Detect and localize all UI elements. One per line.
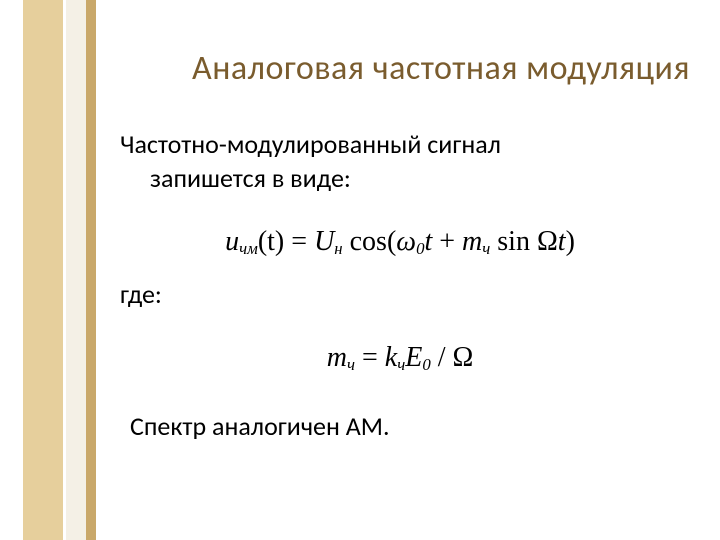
f2-m: m <box>327 342 347 373</box>
f1-plus: + <box>432 226 462 257</box>
f1-sub-chm: чм <box>239 239 258 258</box>
f1-m: m <box>462 226 482 257</box>
formula-2: mч = kчE0 / Ω <box>120 340 680 376</box>
f1-cos: cos( <box>343 226 397 257</box>
f1-targ: (t) <box>258 226 284 257</box>
f2-Omega: Ω <box>452 342 473 373</box>
side-stripes <box>0 0 100 540</box>
f1-omega: ω <box>396 226 416 257</box>
f1-Omega: Ω <box>537 226 558 257</box>
slide-body: Частотно-модулированный сигнал запишется… <box>120 120 680 444</box>
f1-eq: = <box>284 226 314 257</box>
f1-U: U <box>314 226 334 257</box>
para1-line1: Частотно-модулированный сигнал <box>120 128 501 160</box>
f1-sin: sin <box>490 226 537 257</box>
f1-u: u <box>225 226 239 257</box>
f1-t2: t <box>558 226 566 257</box>
f2-E: E <box>405 342 422 373</box>
para1-line2: запишется в виде: <box>120 162 351 194</box>
stripe-2 <box>66 0 86 540</box>
formula-1: uчм(t) = Uн cos(ω0t + mч sin Ωt) <box>120 224 680 260</box>
stripe-3 <box>86 0 96 540</box>
f2-sub-ch: ч <box>347 355 355 374</box>
f2-sub0: 0 <box>422 355 430 374</box>
slide-title: Аналоговая частотная модуляция <box>120 48 690 89</box>
conclusion: Спектр аналогичен АМ. <box>120 410 680 444</box>
stripe-1 <box>23 0 63 540</box>
f2-eq: = <box>355 342 385 373</box>
f2-slash: / <box>431 342 453 373</box>
paragraph-1: Частотно-модулированный сигнал запишется… <box>120 128 680 196</box>
f1-sub-n: н <box>334 239 342 258</box>
slide: Аналоговая частотная модуляция Частотно-… <box>0 0 720 540</box>
f2-sub-ch2: ч <box>397 355 405 374</box>
where-label: где: <box>120 278 680 312</box>
f1-close: ) <box>566 226 575 257</box>
f2-k: k <box>385 342 397 373</box>
